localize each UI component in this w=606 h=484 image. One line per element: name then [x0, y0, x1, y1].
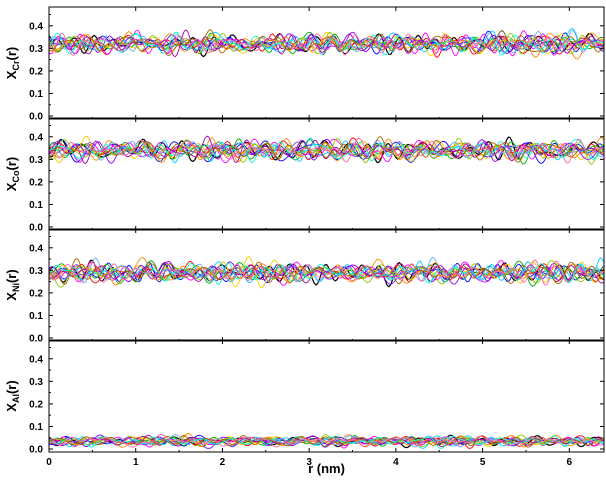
- series-line-15: [49, 138, 604, 164]
- series-line-13: [49, 31, 604, 56]
- series-line-14: [49, 29, 604, 57]
- series-line-12: [49, 135, 604, 165]
- series-line-13: [49, 435, 604, 449]
- series-line-6: [49, 137, 604, 163]
- panel-ni: 0.0 0.1 0.2 0.3 0.4 XNi(r): [4, 228, 605, 345]
- series-line-14: [49, 435, 604, 448]
- y-tick-label: 0.0: [29, 112, 43, 123]
- y-tick-label: 0.4: [29, 21, 43, 32]
- series-group: [49, 28, 604, 60]
- y-tick-label: 0.4: [29, 354, 43, 365]
- series-line-15: [49, 434, 604, 448]
- series-line-9: [49, 433, 604, 448]
- y-tick-label: 0.1: [29, 89, 43, 100]
- panel-frame: [48, 6, 605, 120]
- series-group: [49, 433, 604, 449]
- y-tick-label: 0.3: [29, 155, 43, 166]
- series-group: [49, 135, 604, 165]
- panel-frame: [48, 339, 605, 453]
- y-tick-label: 0.0: [29, 223, 43, 234]
- y-tick-label: 0.3: [29, 377, 43, 388]
- panel-al: 0.0 0.1 0.2 0.3 0.4 XAl(r): [4, 339, 605, 456]
- y-tick-label: 0.2: [29, 288, 43, 299]
- y-tick-label: 0.3: [29, 266, 43, 277]
- x-axis-label: r (nm): [308, 461, 345, 476]
- series-line-15: [49, 33, 604, 57]
- series-group: [49, 256, 604, 289]
- panel-co: 0.0 0.1 0.2 0.3 0.4 XCo(r): [4, 117, 605, 234]
- series-line-13: [49, 262, 604, 286]
- x-tick-label: 3: [306, 457, 312, 468]
- y-axis-label: XCr(r): [4, 47, 21, 79]
- x-tick-label: 4: [393, 457, 399, 468]
- series-line-14: [49, 136, 604, 163]
- x-tick-label: 6: [567, 457, 573, 468]
- panel-cr: 0.0 0.1 0.2 0.3 0.4 XCr(r): [4, 6, 605, 123]
- y-tick-label: 0.1: [29, 200, 43, 211]
- panel-frame: [48, 117, 605, 231]
- y-tick-label: 0.0: [29, 334, 43, 345]
- x-tick-label: 2: [220, 457, 226, 468]
- series-line-12: [49, 29, 604, 58]
- y-axis-label: XNi(r): [4, 269, 21, 300]
- series-line-14: [49, 258, 604, 285]
- x-tick-label: 5: [480, 457, 486, 468]
- y-tick-label: 0.2: [29, 66, 43, 77]
- y-tick-label: 0.3: [29, 44, 43, 55]
- y-tick-label: 0.1: [29, 311, 43, 322]
- y-tick-label: 0.1: [29, 422, 43, 433]
- y-tick-label: 0.4: [29, 132, 43, 143]
- y-tick-label: 0.0: [29, 445, 43, 456]
- panel-frame: [48, 228, 605, 342]
- series-line-10: [49, 31, 604, 55]
- series-line-7: [49, 31, 604, 57]
- y-tick-label: 0.2: [29, 399, 43, 410]
- series-line-15: [49, 259, 604, 286]
- y-axis-label: XCo(r): [4, 157, 21, 191]
- y-axis-label: XAl(r): [4, 380, 21, 411]
- x-tick-label: 1: [133, 457, 139, 468]
- y-tick-label: 0.4: [29, 243, 43, 254]
- y-tick-label: 0.2: [29, 177, 43, 188]
- x-tick-label: 0: [46, 457, 52, 468]
